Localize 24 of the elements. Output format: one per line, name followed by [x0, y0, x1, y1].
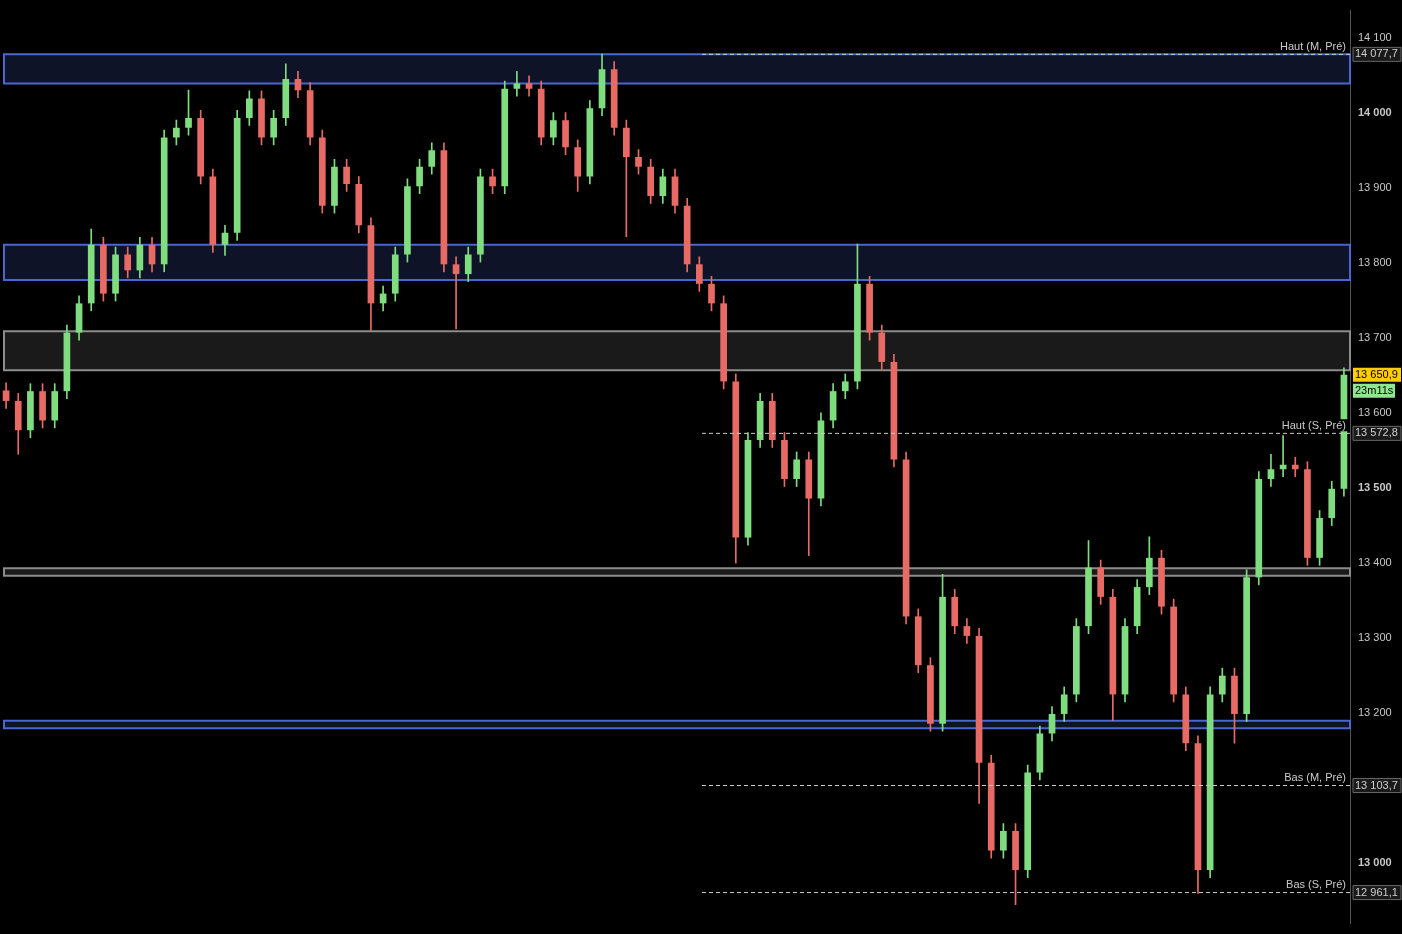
ref-line-label: Bas (M, Pré)	[1284, 771, 1346, 784]
y-tick-label: 13 200	[1358, 706, 1392, 719]
y-tick-label: 13 600	[1358, 405, 1392, 418]
y-tick-label: 14 000	[1358, 105, 1392, 118]
y-tick-label: 13 700	[1358, 330, 1392, 343]
ref-line-label: Haut (S, Pré)	[1281, 418, 1346, 431]
y-tick-label: 13 400	[1358, 556, 1392, 569]
y-tick-label: 13 900	[1358, 180, 1392, 193]
y-tick-label: 13 572,8	[1355, 426, 1398, 439]
y-tick-label: 13 800	[1358, 255, 1392, 268]
y-tick-label: 13 300	[1358, 631, 1392, 644]
y-tick-label: 14 077,7	[1355, 47, 1398, 60]
text: 23m11s	[1355, 383, 1394, 396]
y-tick-label: 13 000	[1358, 856, 1392, 869]
y-tick-label: 13 650,9	[1355, 367, 1398, 380]
candlestick	[1291, 456, 1299, 478]
y-tick-label: 13 500	[1358, 481, 1392, 494]
candlestick	[452, 256, 460, 330]
y-tick-label: 12 961,1	[1355, 885, 1398, 898]
ref-line-label: Haut (M, Pré)	[1279, 39, 1346, 52]
y-tick-label: 14 100	[1358, 30, 1392, 43]
ref-line-label: Bas (S, Pré)	[1286, 878, 1346, 891]
candlestick	[513, 71, 521, 97]
y-tick-label: 13 103,7	[1355, 778, 1398, 791]
